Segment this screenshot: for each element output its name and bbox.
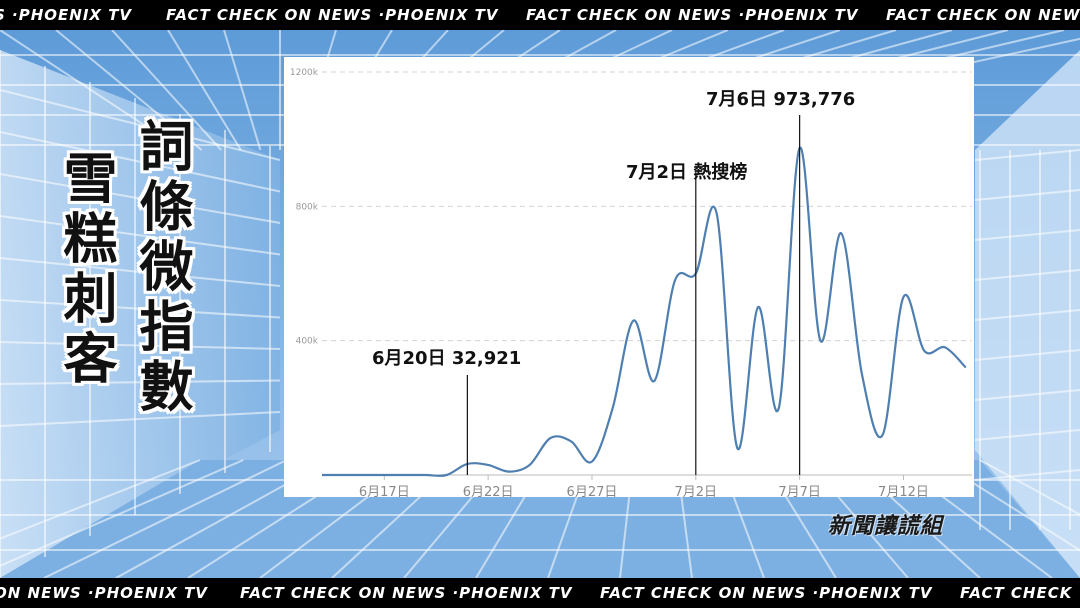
grid-line (0, 299, 281, 319)
x-tick-label: 7月12日 (878, 485, 929, 497)
x-tick-label: 7月7日 (778, 485, 821, 497)
series-line (322, 146, 967, 477)
grid-line (974, 269, 1080, 281)
y-tick-label: 800k (296, 202, 319, 212)
grid-line (167, 30, 242, 151)
bottom-ticker: ON NEWS ·PHOENIX TV FACT CHECK ON NEWS ·… (0, 578, 1080, 608)
ticker-text: FACT CHECK ON NEWS ·PHOENIX TV (240, 584, 573, 602)
grid-line (974, 389, 1080, 401)
y-tick-label: 400k (296, 337, 319, 347)
grid-line (974, 149, 1080, 161)
annotation-label: 7月2日 熱搜榜 (626, 162, 748, 183)
ticker-text: FACT CHECK ON NEWS ·PHOENIX TV (526, 6, 859, 24)
left-wall (0, 50, 280, 578)
title-line-1: 詞條微指數 (130, 118, 193, 418)
chart-card: 400k 800k 1200k 6月17日 6月22日 6月27日 7月2日 7月7日 7月12… (284, 57, 974, 497)
line-chart: 400k 800k 1200k 6月17日 6月22日 6月27日 7月2日 7月7日 7月12… (290, 68, 972, 497)
x-tick-label: 7月2日 (675, 485, 718, 497)
ticker-text: FACT CHECK ON NEWS ·PHOENIX TV (166, 6, 499, 24)
grid-line (223, 30, 262, 151)
x-tick-label: 6月27日 (567, 485, 618, 497)
grid-line (974, 469, 1080, 481)
ticker-text: FACT CHECK ON NEWS ·PHOENIX TV (600, 584, 933, 602)
ticker-text: S ·PHOENIX TV (0, 6, 133, 24)
grid-line (0, 379, 281, 385)
grid-line (111, 30, 222, 151)
grid-line (0, 215, 281, 256)
grid-line (0, 89, 281, 161)
y-tick-label: 1200k (290, 68, 319, 78)
annotation-label: 7月6日 973,776 (706, 89, 856, 110)
grid-line (974, 229, 1080, 241)
grid-line (974, 349, 1080, 361)
x-tick-label: 6月22日 (463, 485, 514, 497)
grid-line (974, 309, 1080, 321)
ticker-text: FACT CHECK ON NEWS (886, 6, 1080, 24)
ticker-text: FACT CHECK (960, 584, 1073, 602)
ticker-text: ON NEWS ·PHOENIX TV (0, 584, 208, 602)
grid-line (55, 30, 203, 151)
title-line-2: 雪糕刺客 (54, 150, 117, 390)
grid-line (974, 189, 1080, 201)
grid-line (974, 429, 1080, 441)
grid-line (0, 131, 281, 193)
grid-line (0, 411, 281, 427)
grid-line (0, 173, 281, 224)
annotation-label: 6月20日 32,921 (372, 348, 522, 369)
grid-line (0, 257, 281, 287)
grid-line (0, 341, 281, 350)
brand-logo: 新聞讓謊組 (828, 514, 944, 539)
top-ticker: S ·PHOENIX TV FACT CHECK ON NEWS ·PHOENI… (0, 0, 1080, 30)
x-tick-label: 6月17日 (359, 485, 410, 497)
